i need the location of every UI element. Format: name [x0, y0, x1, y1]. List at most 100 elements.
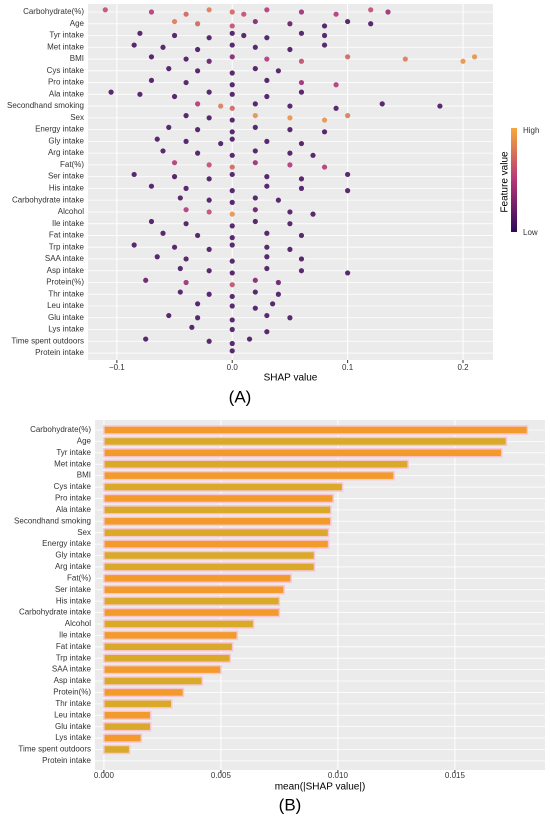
bar	[103, 573, 292, 584]
shap-point	[131, 171, 137, 178]
shap-point	[252, 218, 258, 225]
shap-point	[275, 68, 281, 74]
y-tick-label: His intake	[49, 184, 85, 193]
shap-point	[264, 174, 270, 180]
y-tick-label: His intake	[56, 596, 92, 605]
y-tick-label: Carbohydrate(%)	[30, 425, 91, 434]
shap-point	[252, 124, 258, 130]
bar	[103, 664, 222, 675]
shap-point	[229, 164, 235, 170]
y-tick-label: Glu intake	[55, 722, 92, 731]
shap-point	[287, 246, 293, 252]
y-tick-label: SAA intake	[52, 665, 92, 674]
shap-point	[229, 326, 235, 333]
bar	[103, 653, 232, 663]
x-axis-label: mean(|SHAP value|)	[275, 782, 366, 793]
shap-point	[206, 291, 212, 297]
shap-point	[287, 162, 293, 168]
shap-point	[229, 70, 235, 76]
shap-point	[229, 188, 235, 194]
shap-point	[298, 79, 305, 86]
shap-point	[206, 246, 212, 252]
shap-point	[298, 140, 305, 147]
shap-point	[287, 46, 293, 53]
shap-point	[333, 82, 339, 88]
shap-point	[321, 42, 328, 48]
shap-point	[264, 244, 270, 250]
shap-point	[270, 301, 276, 307]
shap-point	[275, 279, 281, 286]
shap-point	[264, 329, 270, 335]
x-tick-label: 0.005	[211, 771, 232, 780]
shap-point	[241, 11, 247, 17]
x-axis-label: SHAP value	[264, 373, 318, 384]
x-tick-label: −0.1	[109, 363, 125, 372]
y-tick-label: Protein intake	[42, 756, 91, 765]
y-tick-label: Gly intake	[55, 551, 91, 560]
shap-point	[148, 9, 155, 15]
shap-point	[246, 336, 253, 342]
y-tick-label: SAA intake	[45, 254, 85, 263]
shap-point	[298, 9, 305, 15]
bar	[103, 642, 234, 652]
shap-point	[252, 289, 258, 295]
shap-point	[183, 138, 189, 144]
bar	[103, 482, 344, 492]
bar	[103, 539, 330, 549]
shap-point	[345, 171, 351, 178]
x-tick-label: 0.015	[445, 771, 466, 780]
shap-point	[229, 223, 235, 229]
bar	[103, 516, 332, 527]
shap-point	[229, 199, 235, 205]
bar	[103, 699, 173, 709]
shap-point	[252, 195, 258, 201]
y-tick-label: Energy intake	[35, 125, 84, 134]
shap-point	[195, 150, 201, 156]
shap-point	[321, 129, 328, 135]
bar	[103, 676, 203, 686]
shap-point	[229, 91, 235, 97]
shap-point	[206, 338, 212, 344]
y-tick-label: Carbohydrate(%)	[23, 7, 84, 16]
y-tick-label: Arg intake	[48, 148, 85, 157]
shap-point	[287, 21, 293, 27]
bar	[103, 493, 334, 504]
y-tick-label: Ala intake	[49, 89, 85, 98]
shap-point	[206, 89, 212, 95]
shap-point	[195, 315, 201, 321]
y-tick-label: Asp intake	[47, 266, 85, 275]
shap-point	[229, 152, 235, 158]
y-tick-label: Age	[70, 19, 85, 28]
shap-point	[345, 18, 351, 25]
shap-point	[345, 113, 351, 119]
shap-point	[206, 7, 212, 13]
y-tick-label: Protein(%)	[53, 688, 91, 697]
shap-point	[252, 66, 258, 72]
shap-point	[206, 162, 212, 168]
shap-point	[368, 21, 374, 27]
bar	[103, 744, 131, 755]
shap-point	[229, 9, 235, 15]
shap-point	[160, 148, 166, 154]
shap-point	[229, 211, 235, 217]
y-tick-label: Gly intake	[48, 136, 84, 145]
y-tick-label: Fat intake	[56, 642, 92, 651]
bar	[103, 596, 281, 606]
shap-point	[229, 303, 235, 309]
x-tick-label: 0.1	[342, 363, 354, 372]
y-tick-label: Asp intake	[54, 676, 92, 685]
shap-point	[298, 89, 305, 95]
x-tick-label: 0.010	[328, 771, 349, 780]
y-tick-label: Fat intake	[49, 231, 85, 240]
shap-point	[471, 54, 478, 60]
y-tick-label: Secondhand smoking	[7, 101, 84, 110]
shap-point	[275, 197, 281, 203]
shap-point	[160, 230, 166, 236]
shap-point	[333, 11, 339, 17]
x-tick-label: 0.2	[457, 363, 469, 372]
shap-point	[171, 32, 178, 39]
bar	[103, 710, 152, 720]
shap-point	[264, 93, 270, 100]
shap-point	[252, 160, 258, 166]
shap-point	[287, 103, 293, 109]
